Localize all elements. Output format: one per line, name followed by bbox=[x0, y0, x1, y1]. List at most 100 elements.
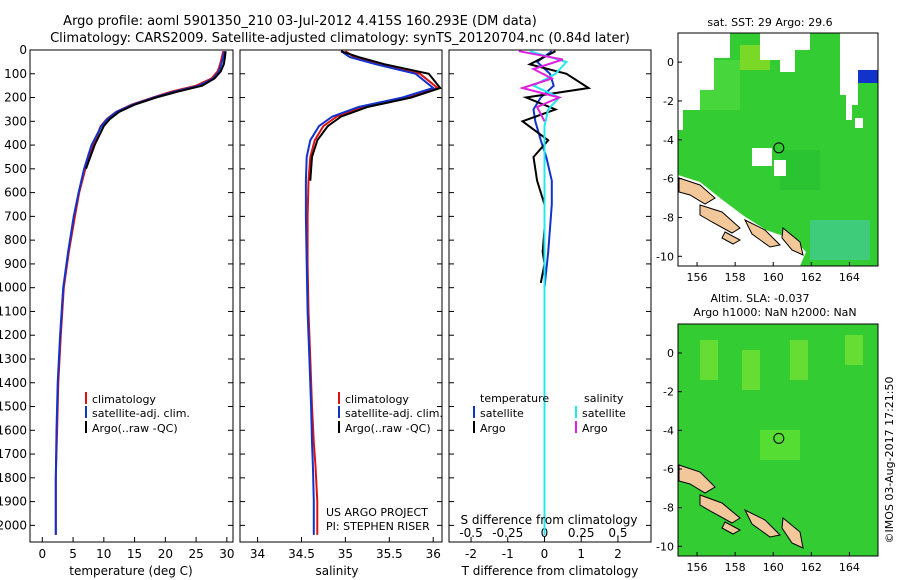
difference-series-group bbox=[518, 50, 592, 535]
depth-tick-label: 100 bbox=[4, 67, 27, 81]
depth-tick-label: 200 bbox=[4, 91, 27, 105]
difference-top-xlabel: S difference from climatology bbox=[461, 513, 638, 527]
imos-timestamp: ©IMOS 03-Aug-2017 17:21:50 bbox=[883, 377, 896, 544]
argo-location-marker bbox=[773, 432, 785, 444]
sst-map-ytick-label: -10 bbox=[656, 250, 674, 263]
s-difference-tick-label: -0.5 bbox=[459, 526, 482, 540]
sla-map-axes: 156 158 160 162 164 0 -2 -4 -6 -8 -10 bbox=[656, 347, 860, 574]
salinity-series-climatology bbox=[306, 50, 440, 535]
island-shape bbox=[678, 177, 716, 205]
depth-tick-label: 1800 bbox=[0, 471, 27, 485]
legend-label-climatology: climatology bbox=[92, 393, 156, 406]
temperature-xtick-label: 5 bbox=[69, 547, 77, 561]
sst-map-axes: 156 158 160 162 164 0 -2 -4 -6 -8 -10 bbox=[656, 56, 860, 284]
difference-legend: temperature salinity satellite Argo sate… bbox=[473, 392, 626, 435]
depth-tick-label: 500 bbox=[4, 162, 27, 176]
salinity-legend: climatology satellite-adj. clim. Argo(..… bbox=[338, 392, 443, 435]
salinity-series-group bbox=[304, 50, 442, 535]
salinity-xtick-label: 34 bbox=[250, 547, 265, 561]
depth-tick-label: 1500 bbox=[0, 400, 27, 414]
depth-tick-label: 600 bbox=[4, 186, 27, 200]
sla-map-xtick-label: 160 bbox=[763, 561, 784, 574]
difference-xtick-label: 1 bbox=[577, 547, 585, 561]
temperature-xtick-label: 0 bbox=[38, 547, 46, 561]
sst-map-ytick-label: -8 bbox=[663, 211, 674, 224]
sla-map-ytick-label: -6 bbox=[663, 463, 674, 476]
depth-tick-label: 1700 bbox=[0, 447, 27, 461]
sla-patch bbox=[760, 430, 800, 460]
difference-series-argo bbox=[518, 50, 564, 122]
sst-map-ytick-label: -4 bbox=[663, 134, 674, 147]
cloud-gap-mask bbox=[774, 160, 786, 176]
legend-label-s-satellite: satellite bbox=[582, 407, 626, 420]
depth-tick-label: 0 bbox=[19, 43, 27, 57]
sla-map-ytick-label: -4 bbox=[663, 424, 674, 437]
sst-map-xtick-label: 160 bbox=[763, 271, 784, 284]
axes-layer: 0 5 10 15 20 25 300100200300400500600700800900… bbox=[0, 43, 651, 561]
legend-header-temperature: temperature bbox=[480, 392, 549, 405]
legend-header-salinity: salinity bbox=[584, 392, 624, 405]
legend-label-argo: Argo(..raw -QC) bbox=[92, 422, 178, 435]
sla-map-xtick-label: 158 bbox=[725, 561, 746, 574]
series-layer bbox=[54, 50, 592, 535]
sst-patch bbox=[810, 220, 870, 260]
island-shape bbox=[721, 231, 742, 245]
difference-xtick-label: 0 bbox=[541, 547, 549, 561]
depth-tick-label: 900 bbox=[4, 257, 27, 271]
cloud-gap-mask bbox=[678, 33, 730, 130]
depth-tick-label: 1600 bbox=[0, 423, 27, 437]
sst-map bbox=[677, 32, 879, 267]
temperature-xtick-label: 30 bbox=[219, 547, 234, 561]
sla-map-ytick-label: -10 bbox=[656, 540, 674, 553]
sst-map-xtick-label: 156 bbox=[687, 271, 708, 284]
s-difference-tick-label: 0.25 bbox=[568, 526, 595, 540]
title-line2: Climatology: CARS2009. Satellite-adjuste… bbox=[50, 31, 630, 46]
difference-xtick-label: 2 bbox=[614, 547, 622, 561]
depth-tick-label: 1200 bbox=[0, 328, 27, 342]
sst-patch bbox=[780, 150, 820, 190]
island-shape bbox=[781, 227, 804, 256]
temperature-plot-frame bbox=[29, 49, 234, 543]
island-shape bbox=[678, 464, 716, 494]
temperature-xtick-label: 25 bbox=[188, 547, 203, 561]
island-shape bbox=[721, 521, 742, 535]
sla-patch bbox=[742, 350, 760, 390]
cloud-gap-mask bbox=[840, 33, 878, 120]
sst-map-xtick-label: 162 bbox=[801, 271, 822, 284]
depth-tick-label: 300 bbox=[4, 114, 27, 128]
sla-map bbox=[677, 323, 879, 557]
island-shape bbox=[699, 204, 741, 234]
salinity-series-argo-raw-qc bbox=[309, 50, 442, 181]
salinity-xtick-label: 35 bbox=[338, 547, 353, 561]
depth-tick-label: 1900 bbox=[0, 495, 27, 509]
depth-tick-label: 700 bbox=[4, 209, 27, 223]
temperature-xlabel: temperature (deg C) bbox=[69, 564, 192, 578]
sla-map-title: Altim. SLA: -0.037 bbox=[710, 292, 809, 305]
sla-patch bbox=[845, 335, 863, 365]
depth-tick-label: 1000 bbox=[0, 281, 27, 295]
depth-tick-label: 800 bbox=[4, 233, 27, 247]
salinity-xlabel: salinity bbox=[315, 564, 358, 578]
sst-map-title: sat. SST: 29 Argo: 29.6 bbox=[707, 16, 832, 29]
depth-tick-label: 400 bbox=[4, 138, 27, 152]
difference-plot-frame bbox=[448, 49, 652, 543]
temperature-series-argo-raw-qc bbox=[85, 51, 227, 170]
cloud-gap-mask bbox=[760, 33, 810, 72]
cold-pixel bbox=[858, 70, 878, 83]
depth-tick-label: 2000 bbox=[0, 518, 27, 532]
project-annotation: US ARGO PROJECT bbox=[326, 506, 428, 519]
island-shape bbox=[781, 517, 804, 549]
temperature-xtick-label: 10 bbox=[96, 547, 111, 561]
sla-map-frame bbox=[677, 323, 879, 557]
title-line1: Argo profile: aoml 5901350_210 03-Jul-20… bbox=[63, 14, 537, 29]
legend-label-satellite-adj: satellite-adj. clim. bbox=[345, 407, 443, 420]
island-shape bbox=[743, 218, 782, 248]
sla-patch bbox=[790, 340, 808, 380]
sst-map-frame bbox=[677, 32, 879, 267]
sst-map-xtick-label: 164 bbox=[839, 271, 860, 284]
sla-map-ytick-label: 0 bbox=[667, 347, 674, 360]
sla-map-xtick-label: 162 bbox=[801, 561, 822, 574]
legend-label-s-argo: Argo bbox=[582, 422, 608, 435]
temperature-series-group bbox=[54, 50, 227, 535]
